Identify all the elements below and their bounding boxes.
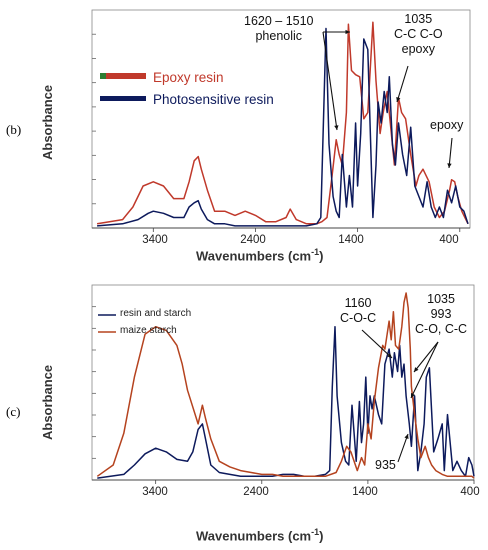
annotation-1035-epoxy: 1035 C-C C-O epoxy [394, 12, 443, 57]
annotation-epoxy-arrow-head [447, 163, 452, 168]
legend-resin-and-starch: resin and starch [120, 308, 192, 319]
annotation-1035-arrow-head [396, 97, 401, 102]
legend-photosensitive-resin: Photosensitive resin [153, 92, 274, 107]
panel-c-tick-1400: 1400 [352, 486, 378, 498]
panel-c-series-line-maize-starch [96, 292, 475, 479]
panel-b-y-axis-label: Absorbance [40, 84, 55, 160]
panel-c-plot [91, 284, 475, 484]
annotation-phenolic-label: phenolic [255, 29, 303, 43]
panel-c-tick-2400: 2400 [243, 486, 269, 498]
annotation-c-o-c-arrow-head [387, 353, 392, 358]
panel-c-letter: (c) [6, 404, 21, 419]
annotation-993-arrow [410, 341, 439, 399]
panel-b-tick-2400: 2400 [240, 234, 266, 246]
annotation-1035-bonds: C-C C-O [394, 27, 443, 41]
annotation-c-993-value: 993 [430, 307, 452, 321]
annotation-phenolic-arrow-1-head [334, 125, 339, 130]
panel-c-x-axis-label: Wavenumbers (cm-1) [196, 527, 324, 544]
panel-b-series-line-photosensitive-resin [97, 27, 469, 227]
legend-epoxy-resin: Epoxy resin [153, 70, 224, 85]
legend-epoxy-resin-swatch [100, 73, 146, 79]
legend-photosensitive-resin-swatch [100, 96, 146, 101]
annotation-935: 935 [375, 458, 396, 472]
legend-epoxy-resin-swatch-edge [100, 73, 106, 79]
panel-c-series-line-resin-and-starch [97, 325, 475, 479]
annotation-1035-993: 1035 993 C-O, C-C [415, 292, 467, 337]
panel-b-tick-3400: 3400 [142, 234, 168, 246]
panel-c-y-axis-label: Absorbance [40, 364, 55, 440]
annotation-1160-label: C-O-C [340, 311, 377, 325]
annotation-1035-arrow [396, 65, 409, 103]
annotation-phenolic-arrow-1 [322, 31, 338, 131]
panel-c-tick-400: 400 [460, 486, 480, 498]
panel-b-letter: (b) [6, 122, 22, 137]
panel-b-tick-400: 400 [439, 234, 459, 246]
panel-b-plot [91, 9, 471, 232]
annotation-phenolic-range: 1620 – 1510 [244, 14, 314, 28]
annotation-935-arrow [397, 433, 409, 463]
annotation-1035-arrow-c-head [414, 367, 419, 372]
annotation-epoxy-arrow [448, 137, 453, 169]
annotation-993-arrow-head [410, 393, 415, 398]
legend-maize-starch: maize starch [120, 325, 177, 336]
annotation-1035-value: 1035 [404, 12, 433, 26]
annotation-c-bonds-label: C-O, C-C [415, 322, 468, 336]
annotation-935-arrow-head [404, 434, 409, 439]
annotation-phenolic: 1620 – 1510 phenolic [244, 14, 314, 44]
annotation-phenolic-arrow-2-head [345, 29, 350, 35]
annotation-1160-value: 1160 [344, 296, 372, 310]
panel-b-series-line-epoxy-resin [96, 21, 469, 225]
annotation-1035-arrow-c [413, 341, 439, 373]
annotation-epoxy: epoxy [430, 118, 464, 132]
annotation-1035-label: epoxy [401, 42, 435, 56]
annotation-c-o-c: 1160 C-O-C [340, 296, 376, 326]
panel-b-tick-1400: 1400 [338, 234, 364, 246]
annotation-c-1035-value: 1035 [427, 292, 455, 306]
panel-c-tick-3400: 3400 [142, 486, 168, 498]
panel-b-x-axis-label: Wavenumbers (cm-1) [196, 247, 324, 264]
annotation-c-o-c-arrow [361, 329, 393, 359]
